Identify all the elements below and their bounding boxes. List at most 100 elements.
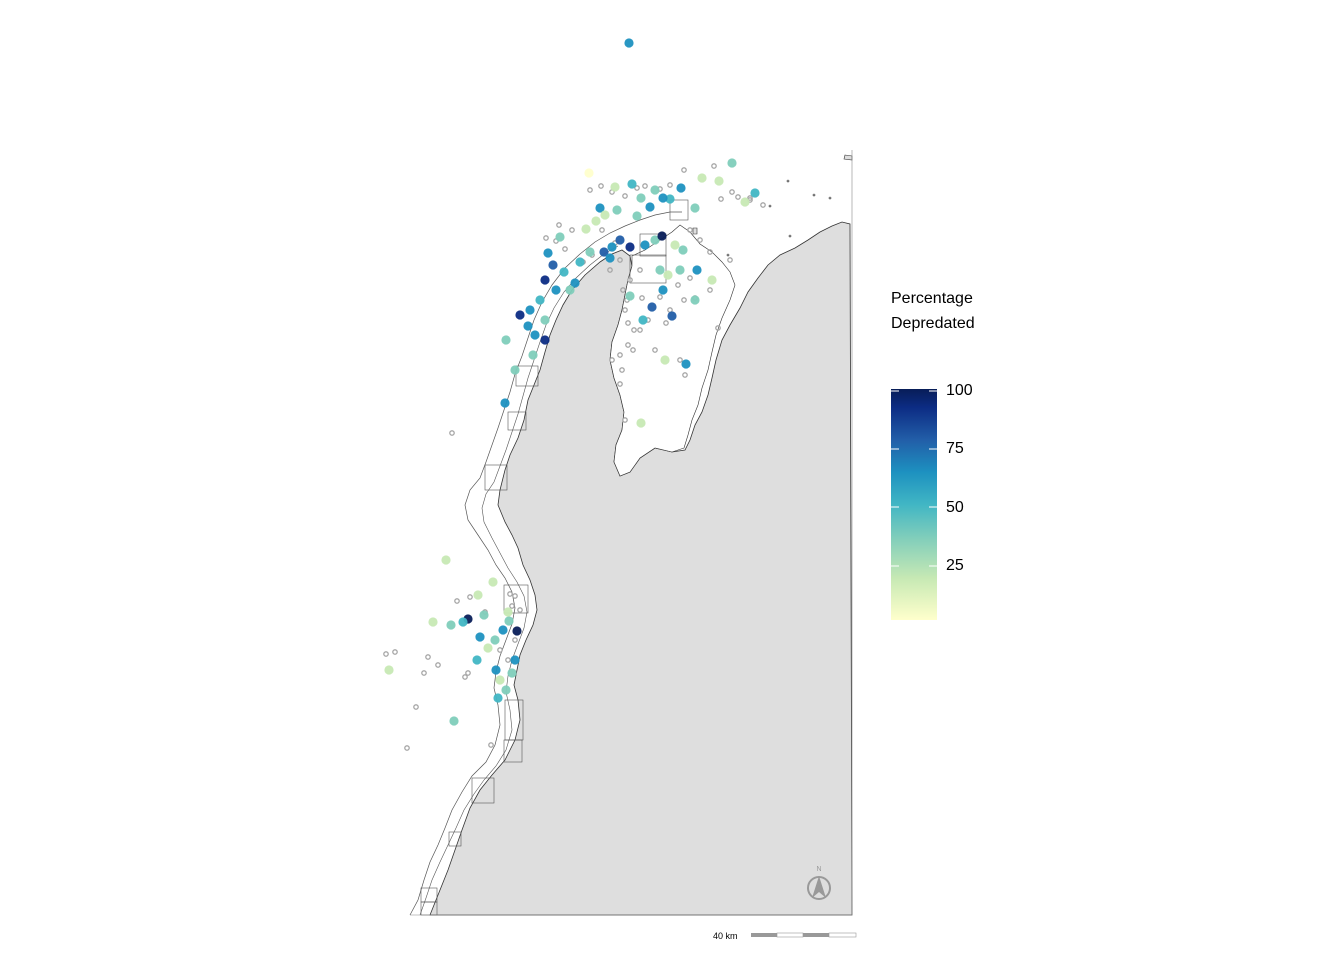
- depredation-marker: [655, 265, 665, 275]
- zero-marker: [681, 297, 687, 303]
- depredation-marker: [625, 291, 635, 301]
- depredation-marker: [750, 188, 760, 198]
- depredation-marker: [714, 176, 724, 186]
- depredation-marker: [528, 350, 538, 360]
- north-arrow-icon: N: [807, 866, 831, 900]
- depredation-marker: [449, 716, 459, 726]
- legend-title: Percentage Depredated: [891, 286, 975, 336]
- zero-marker: [631, 327, 637, 333]
- offshore-boundary: [409, 211, 682, 916]
- zero-marker: [620, 287, 626, 293]
- islands: [692, 154, 853, 257]
- depredation-marker: [503, 607, 513, 617]
- depredation-marker: [490, 635, 500, 645]
- depredation-marker: [540, 315, 550, 325]
- zero-marker: [622, 193, 628, 199]
- depredation-marker: [428, 617, 438, 627]
- depredation-marker: [540, 275, 550, 285]
- zero-marker: [642, 183, 648, 189]
- depredation-marker: [559, 267, 569, 277]
- depredation-marker: [501, 685, 511, 695]
- depredation-marker: [500, 398, 510, 408]
- zero-marker: [711, 163, 717, 169]
- zero-marker: [677, 357, 683, 363]
- depredation-marker: [610, 182, 620, 192]
- zero-marker: [607, 267, 613, 273]
- zero-marker: [617, 381, 623, 387]
- zero-marker: [599, 227, 605, 233]
- depredation-marker: [510, 655, 520, 665]
- depredation-marker: [581, 224, 591, 234]
- depredation-marker: [727, 158, 737, 168]
- depredation-marker: [498, 625, 508, 635]
- zero-marker: [622, 417, 628, 423]
- legend-colorbar: [891, 389, 937, 620]
- zero-marker: [622, 307, 628, 313]
- depredation-marker: [627, 179, 637, 189]
- legend-tick-100: 100: [946, 382, 973, 399]
- zero-marker: [421, 670, 427, 676]
- depredation-marker: [585, 247, 595, 257]
- depredation-marker: [607, 242, 617, 252]
- depredation-marker: [636, 418, 646, 428]
- legend-title-line2: Depredated: [891, 315, 975, 332]
- depredation-marker: [612, 205, 622, 215]
- depredation-marker: [595, 203, 605, 213]
- zero-marker: [556, 222, 562, 228]
- depredation-marker: [491, 665, 501, 675]
- depredation-marker: [493, 693, 503, 703]
- zero-marker: [625, 342, 631, 348]
- depredation-marker: [647, 302, 657, 312]
- depredation-marker: [483, 643, 493, 653]
- depredation-marker: [697, 173, 707, 183]
- zero-marker: [747, 195, 753, 201]
- offshore-boundary-inner: [419, 245, 619, 916]
- zero-marker: [517, 607, 523, 613]
- depredation-marker: [570, 278, 580, 288]
- depredation-marker: [501, 335, 511, 345]
- depredation-marker: [675, 265, 685, 275]
- zero-marker: [619, 367, 625, 373]
- depredation-marker: [645, 202, 655, 212]
- north-label: N: [816, 866, 821, 873]
- depredation-marker: [479, 610, 489, 620]
- depredation-marker: [548, 260, 558, 270]
- zero-depredation-markers: [383, 163, 766, 751]
- zero-marker: [598, 183, 604, 189]
- depredation-marker: [525, 305, 535, 315]
- legend-tick-50: 50: [946, 499, 964, 516]
- zero-marker: [637, 267, 643, 273]
- zero-marker: [663, 320, 669, 326]
- zero-marker: [760, 202, 766, 208]
- zero-marker: [634, 185, 640, 191]
- depredation-marker: [670, 240, 680, 250]
- zero-marker: [617, 257, 623, 263]
- zero-marker: [512, 593, 518, 599]
- zero-marker: [587, 187, 593, 193]
- zero-marker: [707, 249, 713, 255]
- zero-marker: [727, 257, 733, 263]
- depredation-marker: [535, 295, 545, 305]
- zero-marker: [718, 196, 724, 202]
- depredation-marker: [663, 270, 673, 280]
- depredation-marker: [625, 242, 635, 252]
- depredation-marker: [615, 235, 625, 245]
- zero-marker: [465, 670, 471, 676]
- depredation-marker: [473, 590, 483, 600]
- zero-marker: [657, 294, 663, 300]
- depredation-marker: [458, 617, 468, 627]
- zero-marker: [512, 637, 518, 643]
- depredation-marker: [650, 185, 660, 195]
- depredation-marker: [543, 248, 553, 258]
- depredation-marker: [555, 232, 565, 242]
- depredation-marker: [515, 310, 525, 320]
- zero-marker: [383, 651, 389, 657]
- zero-marker: [449, 430, 455, 436]
- depredation-marker: [660, 355, 670, 365]
- zero-marker: [569, 227, 575, 233]
- zero-marker: [639, 295, 645, 301]
- depredation-marker: [591, 216, 601, 226]
- zero-marker: [609, 357, 615, 363]
- depredation-marker: [681, 359, 691, 369]
